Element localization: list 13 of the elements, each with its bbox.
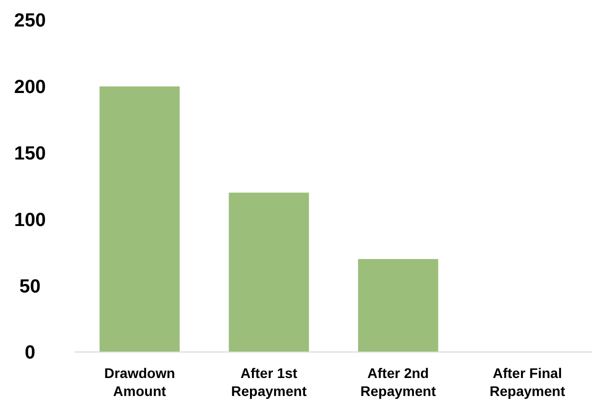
y-tick-label: 150 — [14, 143, 46, 164]
bar — [228, 192, 309, 352]
bar — [358, 259, 438, 352]
y-tick-label: 200 — [14, 77, 46, 98]
x-tick-label: After Final Repayment — [490, 365, 566, 399]
y-tick-label: 0 — [24, 342, 36, 364]
bar — [100, 86, 180, 352]
y-tick-label: 250 — [14, 10, 46, 32]
y-tick-label: 50 — [19, 276, 41, 298]
x-tick-label: After 2nd Repayment — [360, 365, 436, 399]
y-tick-label: 100 — [14, 210, 46, 231]
x-tick-label: After 1st Repayment — [231, 365, 307, 399]
x-tick-label: Drawdown Amount — [104, 365, 176, 399]
